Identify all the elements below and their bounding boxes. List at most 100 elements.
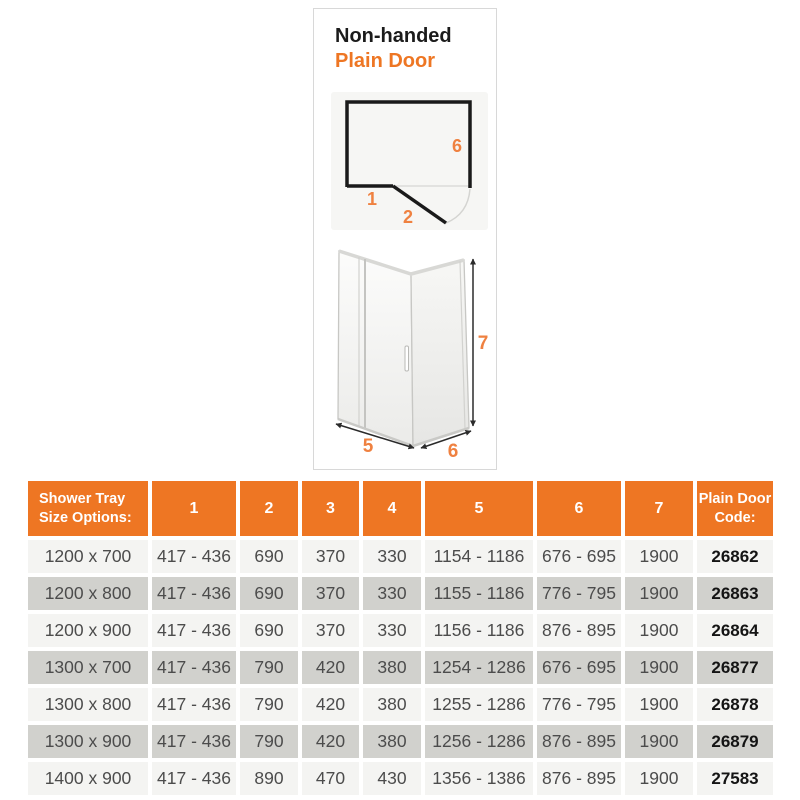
- dimension-cell: 330: [363, 540, 421, 573]
- header-col-6: 6: [537, 481, 621, 536]
- dimension-cell: 776 - 795: [537, 577, 621, 610]
- tray-size-cell: 1200 x 800: [28, 577, 148, 610]
- dimension-cell: 876 - 895: [537, 725, 621, 758]
- dimension-cell: 690: [240, 540, 298, 573]
- dimension-cell: 370: [302, 614, 359, 647]
- dimension-cell: 1154 - 1186: [425, 540, 533, 573]
- header-col-7: 7: [625, 481, 693, 536]
- door-code-cell: 26862: [697, 540, 773, 573]
- dimension-arrow-5: [335, 422, 415, 450]
- header-col-4: 4: [363, 481, 421, 536]
- door-handle: [404, 345, 409, 372]
- dimension-cell: 1256 - 1286: [425, 725, 533, 758]
- dimension-cell: 417 - 436: [152, 725, 236, 758]
- product-subtitle: Plain Door: [335, 50, 436, 72]
- spec-table-body: 1200 x 700 417 - 436 690 370 330 1154 - 1186 6…: [28, 540, 773, 795]
- header-tray-size: Shower Tray Size Options:: [28, 481, 148, 536]
- shower-spec-table: Shower Tray Size Options: 1 2 3 4 5 6 7 Plain Do…: [24, 477, 777, 799]
- dimension-cell: 330: [363, 614, 421, 647]
- header-door-code: Plain Door Code:: [697, 481, 773, 536]
- product-card: Non-handed Plain Door 1 2 6: [313, 8, 497, 470]
- table-row: 1400 x 900 417 - 436 890 470 430 1356 - 1386 8…: [28, 762, 773, 795]
- dimension-cell: 1356 - 1386: [425, 762, 533, 795]
- door-code-cell: 26878: [697, 688, 773, 721]
- table-row: 1200 x 700 417 - 436 690 370 330 1154 - 1186 6…: [28, 540, 773, 573]
- plan-walls: [345, 100, 472, 188]
- dimension-cell: 676 - 695: [537, 651, 621, 684]
- dimension-cell: 790: [240, 725, 298, 758]
- iso-front-face: [337, 250, 414, 447]
- dimension-cell: 1254 - 1286: [425, 651, 533, 684]
- dimension-cell: 420: [302, 688, 359, 721]
- dimension-cell: 676 - 695: [537, 540, 621, 573]
- dimension-arrow-6: [420, 429, 472, 450]
- dimension-cell: 430: [363, 762, 421, 795]
- dimension-cell: 1900: [625, 540, 693, 573]
- card-title: Non-handed Plain Door: [335, 25, 496, 73]
- product-title: Non-handed: [335, 25, 452, 47]
- iso-diagram-panel: 5 6 7: [322, 239, 492, 461]
- header-col-3: 3: [302, 481, 359, 536]
- dimension-cell: 1900: [625, 725, 693, 758]
- iso-top-rail: [338, 249, 465, 276]
- iso-label-6: 6: [448, 441, 459, 461]
- dimension-cell: 380: [363, 651, 421, 684]
- dimension-cell: 380: [363, 725, 421, 758]
- dimension-cell: 890: [240, 762, 298, 795]
- door-code-cell: 26863: [697, 577, 773, 610]
- plan-diagram-panel: 1 2 6: [331, 92, 488, 230]
- dimension-cell: 776 - 795: [537, 688, 621, 721]
- dimension-cell: 1900: [625, 688, 693, 721]
- iso-label-7: 7: [478, 333, 489, 354]
- dimension-cell: 417 - 436: [152, 651, 236, 684]
- dimension-cell: 380: [363, 688, 421, 721]
- door-code-cell: 26879: [697, 725, 773, 758]
- table-row: 1300 x 900 417 - 436 790 420 380 1256 - 1286 8…: [28, 725, 773, 758]
- door-code-cell: 26864: [697, 614, 773, 647]
- dimension-cell: 690: [240, 577, 298, 610]
- dimension-cell: 417 - 436: [152, 577, 236, 610]
- dimension-cell: 470: [302, 762, 359, 795]
- table-row: 1200 x 800 417 - 436 690 370 330 1155 - 1186 7…: [28, 577, 773, 610]
- dimension-cell: 1900: [625, 762, 693, 795]
- plan-door-arc: [445, 188, 471, 224]
- table-row: 1300 x 700 417 - 436 790 420 380 1254 - 1286 6…: [28, 651, 773, 684]
- header-col-5: 5: [425, 481, 533, 536]
- dimension-cell: 417 - 436: [152, 688, 236, 721]
- table-row: 1300 x 800 417 - 436 790 420 380 1255 - 1286 7…: [28, 688, 773, 721]
- dimension-cell: 420: [302, 651, 359, 684]
- iso-label-5: 5: [363, 436, 374, 457]
- door-code-cell: 27583: [697, 762, 773, 795]
- dimension-cell: 1156 - 1186: [425, 614, 533, 647]
- dimension-cell: 790: [240, 651, 298, 684]
- dimension-cell: 1900: [625, 614, 693, 647]
- tray-size-cell: 1200 x 700: [28, 540, 148, 573]
- dimension-cell: 420: [302, 725, 359, 758]
- dimension-cell: 370: [302, 540, 359, 573]
- dimension-cell: 417 - 436: [152, 762, 236, 795]
- plan-label-6: 6: [452, 136, 462, 156]
- door-code-cell: 26877: [697, 651, 773, 684]
- plan-label-2: 2: [403, 207, 413, 227]
- dimension-cell: 790: [240, 688, 298, 721]
- dimension-cell: 370: [302, 577, 359, 610]
- iso-side-divider: [459, 260, 466, 430]
- tray-size-cell: 1300 x 700: [28, 651, 148, 684]
- header-col-2: 2: [240, 481, 298, 536]
- tray-size-cell: 1300 x 900: [28, 725, 148, 758]
- tray-size-cell: 1300 x 800: [28, 688, 148, 721]
- plan-door-leaf: [391, 184, 448, 225]
- dimension-cell: 417 - 436: [152, 614, 236, 647]
- dimension-cell: 876 - 895: [537, 762, 621, 795]
- dimension-cell: 330: [363, 577, 421, 610]
- dimension-cell: 690: [240, 614, 298, 647]
- dimension-cell: 1255 - 1286: [425, 688, 533, 721]
- header-col-1: 1: [152, 481, 236, 536]
- tray-size-cell: 1200 x 900: [28, 614, 148, 647]
- plan-label-1: 1: [367, 189, 377, 209]
- dimension-cell: 417 - 436: [152, 540, 236, 573]
- dimension-cell: 1155 - 1186: [425, 577, 533, 610]
- dimension-cell: 1900: [625, 577, 693, 610]
- plan-diagram: 1 2 6: [345, 100, 472, 227]
- iso-diagram: 5 6 7: [335, 249, 489, 461]
